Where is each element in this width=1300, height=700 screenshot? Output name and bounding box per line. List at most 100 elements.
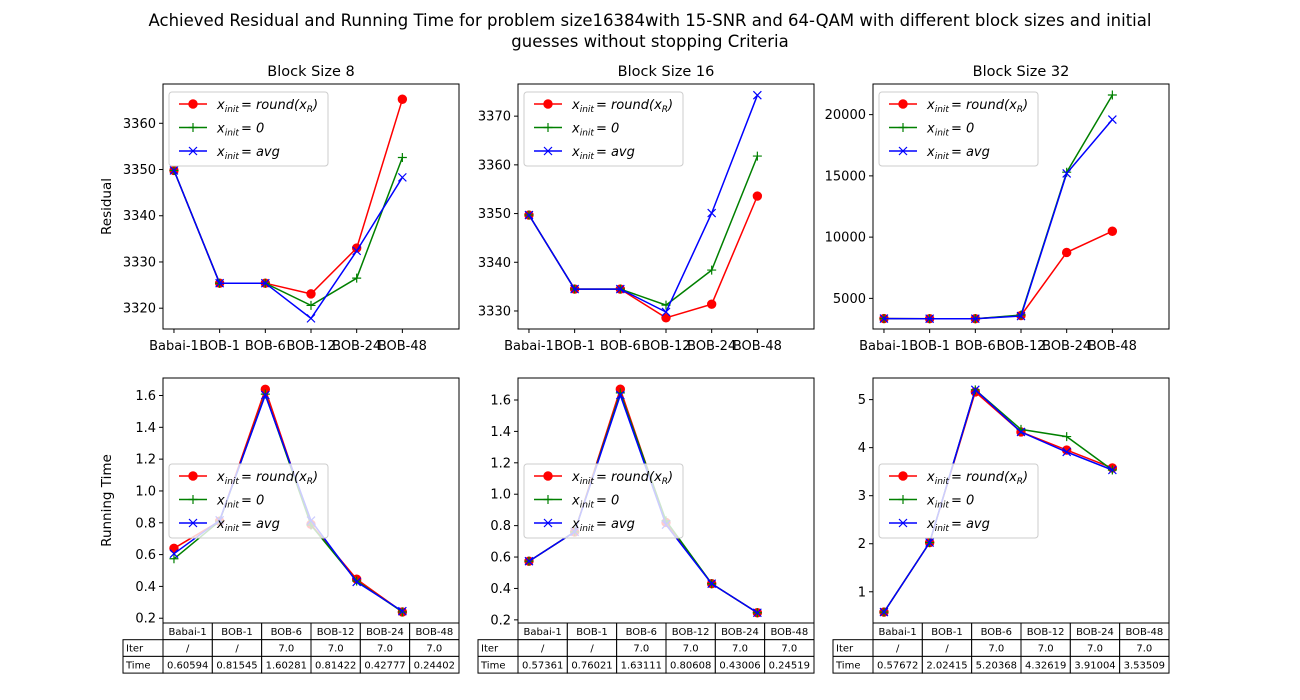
- legend-box: [878, 91, 1039, 167]
- y-tick-label: 0.6: [135, 548, 156, 563]
- data-point-zero: [752, 151, 762, 161]
- data-point-avg: [752, 608, 762, 618]
- table-header-label: Babai-1: [169, 627, 207, 638]
- table-row-label: Time: [125, 660, 150, 671]
- data-point-avg: [260, 278, 270, 288]
- data-point-round: [706, 299, 717, 309]
- y-tick-label: 0.8: [135, 516, 156, 531]
- legend-box: [523, 463, 684, 539]
- y-tick-label: 3330: [123, 255, 156, 270]
- results-table: Babai-1 BOB-1 BOB-6 BOB-12 BOB-24 BOB-48 Iter /…: [122, 622, 460, 674]
- data-point-round: [169, 543, 179, 554]
- legend-marker-avg: [898, 518, 908, 528]
- y-axis-label: Running Time: [99, 454, 115, 547]
- panel-title: Block Size 32: [973, 64, 1070, 80]
- data-point-avg: [397, 172, 407, 182]
- y-tick-label: 1.4: [135, 421, 156, 436]
- table-cell-value: 4.32619: [1025, 660, 1066, 671]
- table-cell-value: 7.0: [781, 644, 797, 655]
- figure-title-line2: guesses without stopping Criteria: [511, 32, 789, 51]
- x-tick-label: BOB-48: [378, 339, 427, 354]
- legend-label-round: xinit = round(xR): [216, 98, 318, 115]
- table-header-label: BOB-1: [221, 627, 252, 638]
- x-tick-label: Babai-1: [504, 339, 554, 354]
- y-tick-label: 3340: [478, 256, 511, 271]
- table-cell-value: 0.57361: [522, 660, 563, 671]
- y-tick-label: 0.6: [490, 551, 511, 566]
- data-point-avg: [260, 390, 270, 400]
- y-tick-label: 4: [858, 441, 866, 456]
- y-tick-label: 1.4: [490, 425, 511, 440]
- legend-marker-avg: [543, 146, 553, 156]
- table-header-label: Babai-1: [524, 627, 562, 638]
- legend: xinit = round(xR) xinit = 0 xinit = avg: [878, 463, 1039, 539]
- x-tick-label: BOB-24: [1042, 339, 1091, 354]
- legend: xinit = round(xR) xinit = 0 xinit = avg: [523, 463, 684, 539]
- data-point-avg: [215, 278, 225, 288]
- x-tick-label: BOB-1: [554, 339, 595, 354]
- table-cell-value: /: [896, 644, 900, 655]
- chart-panel-6: 1 2 3 4 5 xinit = round(xR) xinit = 0 xinit = avg B…: [832, 377, 1170, 674]
- panel-title: Block Size 8: [267, 64, 354, 80]
- table-row-label: Time: [480, 660, 505, 671]
- legend-label-zero: xinit = 0: [216, 494, 264, 511]
- legend-marker-zero: [898, 123, 908, 132]
- data-point-zero: [1062, 432, 1072, 442]
- y-tick-label: 0.8: [490, 519, 511, 534]
- legend-box: [523, 91, 684, 167]
- legend-marker-round: [188, 471, 198, 481]
- table-cell: [409, 655, 460, 674]
- legend-marker-avg: [188, 518, 198, 528]
- legend-label-avg: xinit = avg: [571, 145, 635, 162]
- x-tick-label: BOB-1: [199, 339, 240, 354]
- y-tick-label: 0.2: [135, 612, 156, 627]
- legend-marker-round: [543, 99, 553, 109]
- table-header-label: BOB-6: [271, 627, 302, 638]
- data-point-zero: [1107, 90, 1117, 100]
- legend-marker-zero: [898, 495, 908, 504]
- legend-marker-round: [898, 471, 908, 481]
- data-point-avg: [707, 208, 717, 218]
- y-tick-label: 3350: [478, 207, 511, 222]
- table-cell-value: 7.0: [278, 644, 294, 655]
- series-line-avg: [528, 94, 759, 314]
- table-cell-value: 7.0: [732, 644, 748, 655]
- y-tick-label: 15000: [825, 169, 866, 184]
- table-cell-value: 0.42777: [364, 660, 405, 671]
- table-cell-value: /: [945, 644, 949, 655]
- data-point-avg: [397, 606, 407, 616]
- table-header-label: BOB-24: [366, 627, 404, 638]
- legend-label-zero: xinit = 0: [571, 122, 619, 139]
- data-point-avg: [752, 90, 762, 100]
- y-tick-label: 1.2: [490, 456, 511, 471]
- table-cell-value: 1.63111: [621, 660, 662, 671]
- legend-marker-round: [898, 99, 908, 109]
- x-tick-label: BOB-48: [1088, 339, 1137, 354]
- data-point-round: [752, 191, 763, 201]
- legend-label-zero: xinit = 0: [926, 494, 974, 511]
- table-cell-value: 2.02415: [926, 660, 967, 671]
- legend-label-avg: xinit = avg: [216, 517, 280, 534]
- data-point-zero: [306, 300, 316, 310]
- data-point-avg: [1016, 427, 1026, 437]
- data-point-round: [1107, 226, 1118, 236]
- table-row-label: Iter: [126, 644, 144, 655]
- table-cell-value: 0.80608: [670, 660, 711, 671]
- data-point-avg: [661, 307, 671, 317]
- y-tick-label: 0.2: [490, 613, 511, 628]
- table-cell-value: 7.0: [633, 644, 649, 655]
- x-tick-label: Babai-1: [859, 339, 909, 354]
- y-tick-label: 1.6: [490, 393, 511, 408]
- table-header-label: BOB-12: [1027, 627, 1065, 638]
- y-tick-label: 3320: [123, 302, 156, 317]
- table-cell-value: 3.53509: [1124, 660, 1165, 671]
- y-tick-label: 3350: [123, 163, 156, 178]
- table-cell-value: 7.0: [1136, 644, 1152, 655]
- y-tick-label: 1.2: [135, 453, 156, 468]
- data-point-avg: [925, 314, 935, 324]
- data-point-avg: [1107, 465, 1117, 475]
- table-cell-value: 7.0: [377, 644, 393, 655]
- table-cell-value: 0.81422: [315, 660, 356, 671]
- legend-label-avg: xinit = avg: [926, 145, 990, 162]
